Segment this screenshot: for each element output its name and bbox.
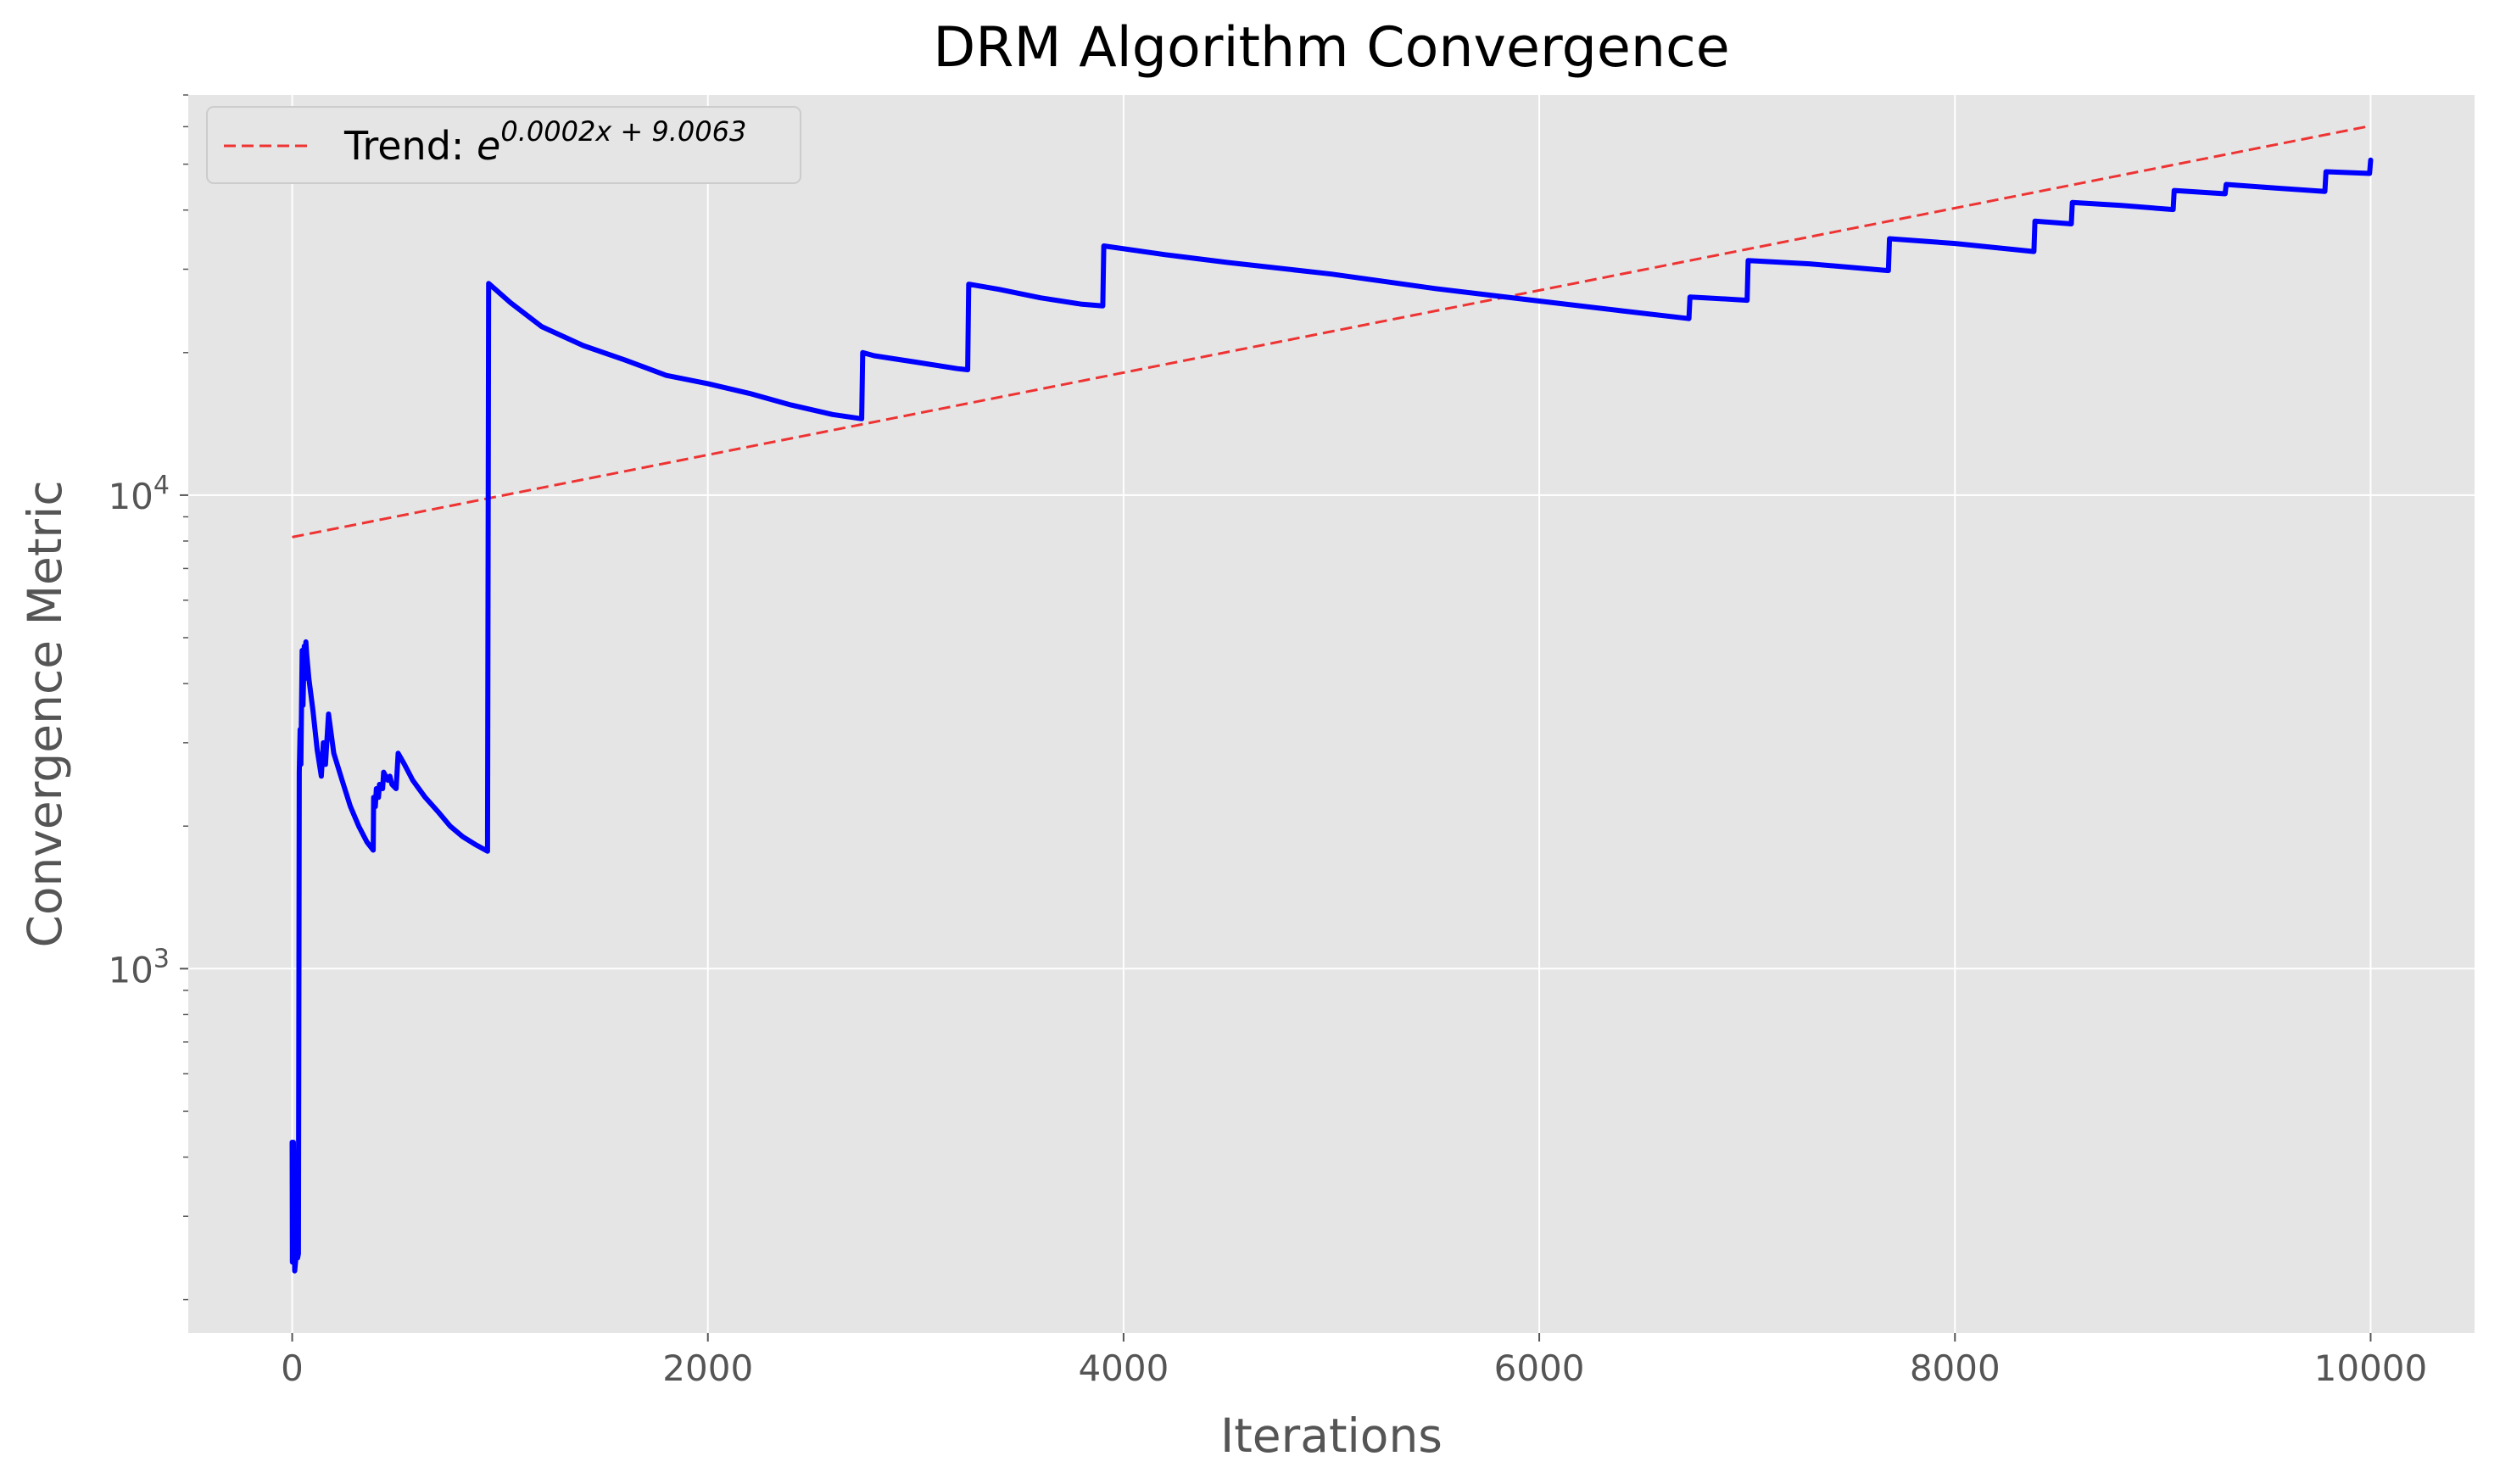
legend: Trend: e0.0002x + 9.0063 [206,106,801,184]
x-tick-label: 10000 [2314,1347,2428,1389]
plot-background [188,95,2475,1333]
y-axis-label: Convergence Metric [18,480,72,947]
x-tick-label: 6000 [1494,1347,1585,1389]
x-tick-label: 2000 [662,1347,753,1389]
chart-title: DRM Algorithm Convergence [933,16,1730,80]
legend-box [206,106,801,184]
axis-ticks: 0 2000 4000 6000 8000 10000 103 104 [108,94,2428,1389]
y-tick-label: 104 [108,471,170,517]
x-tick-label: 4000 [1078,1347,1169,1389]
x-axis-label: Iterations [1220,1409,1443,1463]
legend-label-trend: Trend: e0.0002x + 9.0063 [343,115,746,169]
series-layer [289,124,2374,1274]
convergence-line [289,157,2374,1274]
x-tick-label: 0 [281,1347,304,1389]
trend-line [292,124,2371,538]
y-tick-label: 103 [108,944,170,990]
x-tick-label: 8000 [1910,1347,2001,1389]
